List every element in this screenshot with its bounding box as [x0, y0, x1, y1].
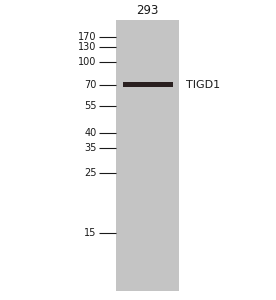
Bar — [123, 82, 172, 87]
Text: 293: 293 — [136, 4, 159, 17]
Text: 130: 130 — [78, 41, 97, 52]
Text: 35: 35 — [84, 142, 97, 153]
Text: 70: 70 — [84, 80, 97, 90]
Text: 15: 15 — [84, 227, 97, 238]
Text: 55: 55 — [84, 100, 97, 111]
Bar — [116, 20, 179, 291]
Text: 40: 40 — [84, 128, 97, 139]
Text: 170: 170 — [78, 32, 97, 42]
Text: 100: 100 — [78, 57, 97, 67]
Text: TIGD1: TIGD1 — [186, 80, 221, 90]
Text: 25: 25 — [84, 168, 97, 178]
